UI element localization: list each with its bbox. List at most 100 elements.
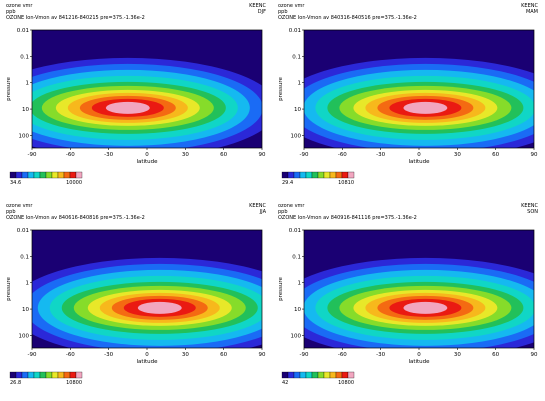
y-tick-label: 100 (19, 333, 30, 339)
x-tick-label: 30 (182, 352, 189, 358)
panel-header-right: KEENC SON (521, 203, 538, 215)
y-tick-label: 10 (294, 107, 301, 113)
x-axis-label: latitude (408, 159, 430, 165)
x-tick-label: -90 (28, 352, 37, 358)
y-tick-label: 0.1 (292, 54, 301, 60)
header-line1: ozone vmr (6, 3, 33, 9)
y-axis-label: pressure (278, 77, 284, 101)
colorbar-swatch (57, 371, 65, 379)
colorbar-swatch (27, 371, 35, 379)
x-tick-label: 60 (492, 352, 499, 358)
y-tick-label: 100 (291, 333, 302, 339)
x-tick-label: -30 (376, 152, 385, 158)
header-line2: ppb (278, 209, 288, 215)
x-tick-label: -30 (376, 352, 385, 358)
y-tick-label: 0.1 (292, 254, 301, 260)
panel-djf: ozone vmr ppb OZONE Ion-Vmon av 841216-840… (0, 0, 272, 200)
header-line1: ozone vmr (6, 203, 33, 209)
header-source: KEENC (521, 3, 538, 9)
x-tick-label: 30 (182, 152, 189, 158)
y-tick-label: 0.01 (289, 228, 301, 234)
x-tick-label: 60 (220, 152, 227, 158)
colorbar-swatch (287, 371, 295, 379)
colorbar-swatch (305, 171, 313, 179)
header-source: KEENC (249, 3, 266, 9)
colorbar-swatch (341, 371, 349, 379)
panel-header: ozone vmr ppb OZONE Ion-Vmon av 840916-841… (278, 203, 417, 221)
colorbar-swatch (15, 371, 23, 379)
y-axis-label: pressure (6, 277, 12, 301)
y-tick-label: 0.01 (17, 28, 29, 34)
x-tick-label: 60 (492, 152, 499, 158)
contour-plot: 0.01 0.1 1 10 100 -90 -60 -30 0 30 60 90 latitude pre… (278, 228, 538, 386)
x-axis-label: latitude (408, 359, 430, 365)
colorbar-swatch (69, 371, 77, 379)
colorbar-swatch (329, 371, 337, 379)
colorbar-swatch (347, 171, 355, 179)
x-tick-label: 0 (145, 352, 149, 358)
colorbar-swatch (317, 171, 325, 179)
colorbar-min-label: 29.4 (282, 180, 293, 186)
panel-header-right: KEENC JJA (249, 203, 266, 215)
x-tick-label: -90 (300, 152, 309, 158)
colorbar-swatch (317, 371, 325, 379)
y-tick-label: 1 (298, 281, 302, 287)
x-tick-label: 0 (417, 352, 421, 358)
colorbar-swatch (75, 371, 83, 379)
colorbar-max-label: 10810 (338, 180, 354, 186)
colorbar-swatch (63, 171, 71, 179)
header-line3: OZONE Ion-Vmon av 840616-840816 pre=375.… (6, 215, 145, 221)
header-line1: ozone vmr (278, 203, 305, 209)
header-line1: ozone vmr (278, 3, 305, 9)
x-tick-label: 90 (259, 152, 266, 158)
x-tick-label: -30 (104, 352, 113, 358)
colorbar-swatch (335, 171, 343, 179)
x-axis-label: latitude (136, 159, 158, 165)
y-tick-label: 1 (298, 81, 302, 87)
colorbar-swatch (287, 171, 295, 179)
colorbar-swatch (39, 371, 47, 379)
colorbar-swatch (45, 171, 53, 179)
x-tick-label: 60 (220, 352, 227, 358)
x-tick-label: 90 (259, 352, 266, 358)
colorbar-swatch (21, 171, 29, 179)
contour-band (137, 301, 182, 314)
colorbar-swatch (21, 371, 29, 379)
colorbar-swatch (51, 171, 59, 179)
x-axis-label: latitude (136, 359, 158, 365)
colorbar-swatch (45, 371, 53, 379)
colorbar-swatch (335, 371, 343, 379)
y-tick-label: 0.01 (289, 28, 301, 34)
colorbar-swatch (281, 371, 289, 379)
y-tick-label: 0.01 (17, 228, 29, 234)
colorbar-swatch (293, 171, 301, 179)
x-tick-label: 90 (531, 152, 538, 158)
x-tick-label: 0 (145, 152, 149, 158)
colorbar-swatch (323, 171, 331, 179)
header-line2: ppb (278, 9, 288, 15)
y-tick-label: 10 (294, 307, 301, 313)
colorbar-swatch (63, 371, 71, 379)
header-line3: OZONE Ion-Vmon av 841216-840215 pre=375.… (6, 15, 145, 21)
panel-header: ozone vmr ppb OZONE Ion-Vmon av 840316-840… (278, 3, 417, 21)
colorbar-max-label: 10000 (66, 180, 82, 186)
colorbar-swatch (33, 371, 41, 379)
y-axis-label: pressure (278, 277, 284, 301)
contour-plot: 0.01 0.1 1 10 100 -90 -60 -30 0 30 60 90 latitude pre… (6, 228, 266, 386)
contour-band (105, 101, 150, 114)
colorbar-swatch (299, 171, 307, 179)
panel-son: ozone vmr ppb OZONE Ion-Vmon av 840916-841… (272, 200, 544, 400)
x-tick-label: 30 (454, 152, 461, 158)
colorbar-max-label: 10800 (338, 380, 354, 386)
header-line2: ppb (6, 209, 16, 215)
header-source: KEENC (521, 203, 538, 209)
colorbar-swatch (347, 371, 355, 379)
x-tick-label: 30 (454, 352, 461, 358)
colorbar-swatch (9, 371, 17, 379)
colorbar-swatch (281, 171, 289, 179)
colorbar-swatch (293, 371, 301, 379)
header-season: MAM (525, 9, 538, 15)
colorbar-swatch (323, 371, 331, 379)
x-tick-label: -60 (66, 352, 75, 358)
x-tick-label: -60 (338, 152, 347, 158)
